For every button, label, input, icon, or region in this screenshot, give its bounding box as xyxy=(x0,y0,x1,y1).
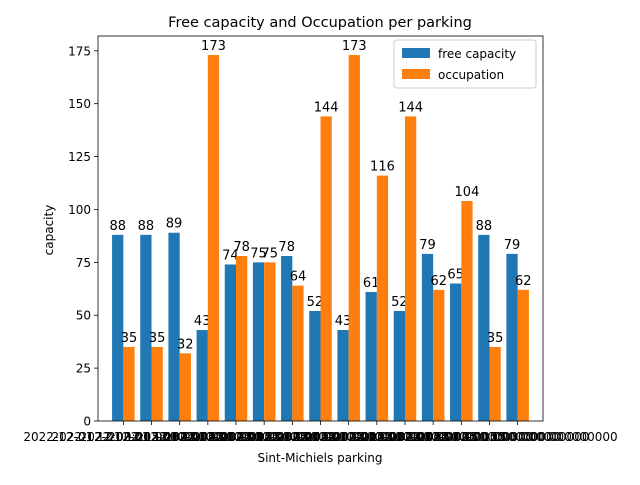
data-label: 43 xyxy=(335,314,352,329)
data-label: 52 xyxy=(391,295,408,310)
bar xyxy=(365,291,377,421)
y-tick-label: 100 xyxy=(68,203,91,217)
x-tick-label: 2022-12-01 14:45:00.000000000 xyxy=(333,430,533,444)
bar xyxy=(376,175,389,421)
data-label: 75 xyxy=(262,246,279,261)
data-label: 144 xyxy=(314,100,339,115)
x-tick-label: 2022-12-01 12:00:00.000000000 xyxy=(23,430,223,444)
x-tick-label: 2022-12-01 13:45:00.000000000 xyxy=(221,430,421,444)
bar xyxy=(517,289,529,421)
data-label: 52 xyxy=(307,295,324,310)
data-label: 104 xyxy=(455,185,480,200)
bar xyxy=(207,55,220,422)
data-label: 116 xyxy=(370,160,395,175)
x-tick-label: 2022-12-01 15:00:00.000000000 xyxy=(361,430,561,444)
bar xyxy=(337,330,349,421)
data-label: 79 xyxy=(504,238,521,253)
data-label: 61 xyxy=(363,276,380,291)
data-label: 88 xyxy=(138,219,155,234)
y-tick-label: 50 xyxy=(76,309,91,323)
legend-label: free capacity xyxy=(438,47,516,61)
bar xyxy=(461,201,473,421)
data-label: 173 xyxy=(342,39,367,54)
data-label: 35 xyxy=(121,331,138,346)
bar xyxy=(196,330,208,421)
y-axis-label: capacity xyxy=(42,205,56,256)
y-tick-label: 125 xyxy=(68,150,91,164)
bar xyxy=(281,256,293,421)
bar xyxy=(224,264,237,421)
data-label: 75 xyxy=(250,246,267,261)
bar xyxy=(140,234,152,421)
x-tick-label: 2022-12-01 14:00:00.000000000 xyxy=(249,430,449,444)
data-label: 62 xyxy=(515,274,532,289)
data-label: 78 xyxy=(233,240,250,255)
legend-swatch xyxy=(402,48,430,58)
data-label: 79 xyxy=(419,238,436,253)
x-axis-label: Sint-Michiels parking xyxy=(257,451,382,465)
bar xyxy=(252,262,265,421)
x-tick-label: 2022-12-01 12:30:00.000000000 xyxy=(80,430,280,444)
data-label: 78 xyxy=(278,240,295,255)
y-tick-label: 175 xyxy=(68,44,91,58)
bar xyxy=(489,346,501,421)
x-tick-label: 2022-12-01 13:15:00.000000000 xyxy=(164,430,364,444)
legend-label: occupation xyxy=(438,68,504,82)
data-label: 35 xyxy=(487,331,504,346)
bar xyxy=(450,283,462,421)
bar xyxy=(151,346,163,421)
bar xyxy=(179,353,191,421)
x-tick-label: 2022-12-01 15:30:00.000000000 xyxy=(418,430,618,444)
x-tick-label: 2022-12-01 15:15:00.000000000 xyxy=(389,430,589,444)
bar xyxy=(168,232,180,421)
bar xyxy=(421,253,434,421)
y-tick-label: 0 xyxy=(83,415,91,429)
bar xyxy=(478,234,490,421)
x-tick-label: 2022-12-01 13:00:00.000000000 xyxy=(136,430,336,444)
data-label: 43 xyxy=(194,314,211,329)
x-tick-label: 2022-12-01 12:15:00.000000000 xyxy=(52,430,252,444)
data-label: 62 xyxy=(431,274,448,289)
y-tick-label: 150 xyxy=(68,97,91,111)
x-tick-label: 2022-12-01 13:30:00.000000000 xyxy=(192,430,392,444)
bar xyxy=(292,285,304,421)
bar xyxy=(433,289,445,421)
bar xyxy=(393,311,405,421)
data-label: 64 xyxy=(290,270,307,285)
x-tick-label: 2022-12-01 14:15:00.000000000 xyxy=(277,430,477,444)
bar xyxy=(348,55,360,422)
y-tick-label: 75 xyxy=(76,256,91,270)
bar xyxy=(112,234,124,421)
data-label: 89 xyxy=(166,217,183,232)
bar xyxy=(320,116,332,421)
data-label: 74 xyxy=(222,248,239,263)
bar xyxy=(506,253,518,421)
data-label: 88 xyxy=(109,219,126,234)
bar xyxy=(236,256,248,421)
legend-swatch xyxy=(402,69,430,79)
bar xyxy=(264,262,276,421)
x-tick-label: 2022-12-01 14:30:00.000000000 xyxy=(305,430,505,444)
legend: free capacity occupation xyxy=(393,39,537,89)
bar xyxy=(309,311,321,421)
data-label: 35 xyxy=(149,331,166,346)
y-tick-label: 25 xyxy=(76,362,91,376)
data-label: 144 xyxy=(398,100,423,115)
data-label: 173 xyxy=(201,39,226,54)
data-label: 32 xyxy=(177,337,194,352)
x-tick-label: 2022-12-01 12:45:00.000000000 xyxy=(108,430,308,444)
bar xyxy=(123,346,135,421)
chart-title: Free capacity and Occupation per parking xyxy=(168,15,472,31)
data-label: 65 xyxy=(447,268,464,283)
bar xyxy=(404,116,417,421)
data-label: 88 xyxy=(476,219,493,234)
